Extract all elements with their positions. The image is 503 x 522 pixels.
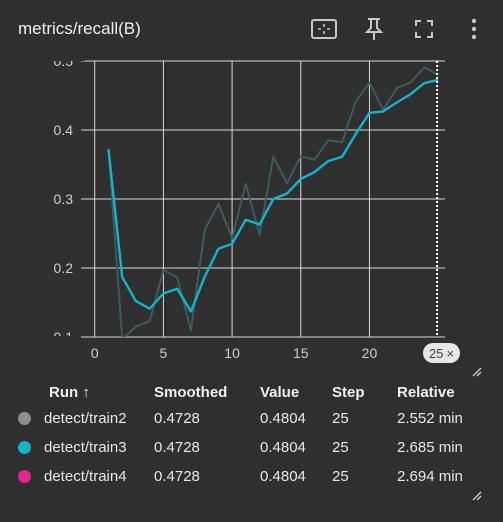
series-group — [107, 66, 439, 337]
smoothed-series-line — [107, 78, 439, 313]
value-cell: 0.4804 — [260, 468, 306, 485]
run-name: detect/train4 — [44, 468, 127, 485]
run-cell: detect/train4 — [18, 462, 154, 491]
relative-cell: 2.685 min — [397, 439, 463, 456]
y-tick-label: 0.2 — [54, 260, 74, 276]
run-cell: detect/train3 — [18, 433, 154, 462]
column-header-run[interactable]: Run ↑ — [49, 383, 90, 401]
smoothed-cell: 0.4728 — [154, 439, 200, 456]
run-name: detect/train3 — [44, 439, 127, 456]
run-color-dot[interactable] — [18, 470, 31, 483]
run-name: detect/train2 — [44, 410, 127, 427]
pin-icon[interactable] — [359, 14, 389, 44]
column-header-relative[interactable]: Relative — [397, 383, 455, 401]
chart-title: metrics/recall(B) — [18, 19, 141, 38]
table-resize-handle-icon[interactable] — [472, 491, 482, 501]
y-tick-label: 0.3 — [54, 191, 74, 207]
y-tick-label: 0.4 — [54, 122, 74, 138]
x-tick-label: 20 — [362, 345, 378, 361]
run-cell: detect/train2 — [18, 404, 154, 433]
column-header-smoothed[interactable]: Smoothed — [154, 383, 228, 401]
x-tick-label: 10 — [224, 345, 240, 361]
column-header-step[interactable]: Step — [332, 383, 365, 401]
table-row[interactable]: detect/train3 0.4728 0.4804 25 2.685 min — [18, 433, 497, 462]
runs-table: Run ↑ Smoothed Value Step Relative detec… — [18, 380, 497, 491]
smoothed-cell: 0.4728 — [154, 410, 200, 427]
relative-cell: 2.694 min — [397, 468, 463, 485]
value-cell: 0.4804 — [260, 439, 306, 456]
table-row[interactable]: detect/train4 0.4728 0.4804 25 2.694 min — [18, 462, 497, 491]
step-badge-label: 25 — [429, 345, 444, 361]
run-color-dot[interactable] — [18, 412, 31, 425]
table-row[interactable]: detect/train2 0.4728 0.4804 25 2.552 min — [18, 404, 497, 433]
x-tick-label: 5 — [160, 345, 168, 361]
fullscreen-icon[interactable] — [409, 14, 439, 44]
step-cell: 25 — [332, 468, 349, 485]
value-cell: 0.4804 — [260, 410, 306, 427]
resize-handle-icon[interactable] — [472, 367, 482, 377]
fit-domain-icon[interactable] — [309, 14, 339, 44]
x-tick-label: 0 — [91, 345, 99, 361]
step-cell: 25 — [332, 410, 349, 427]
step-cell: 25 — [332, 439, 349, 456]
run-color-dot[interactable] — [18, 441, 31, 454]
close-icon[interactable]: × — [446, 345, 455, 361]
step-badge[interactable]: 25 × — [423, 343, 461, 363]
bottom-edge-mask — [40, 336, 80, 344]
smoothed-cell: 0.4728 — [154, 468, 200, 485]
top-edge-mask — [40, 55, 85, 61]
x-tick-label: 15 — [293, 345, 309, 361]
relative-cell: 2.552 min — [397, 410, 463, 427]
column-header-value[interactable]: Value — [260, 383, 300, 401]
more-vert-icon[interactable] — [459, 14, 489, 44]
